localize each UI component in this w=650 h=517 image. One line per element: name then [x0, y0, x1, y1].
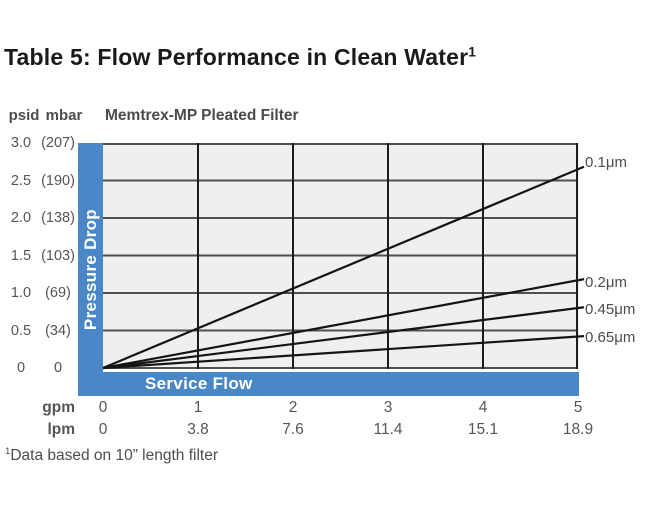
y-tick-mbar: (138)	[41, 210, 75, 226]
service-flow-label: Service Flow	[145, 374, 253, 393]
y-tick-mbar: (69)	[45, 285, 71, 301]
footnote-marker: 1	[5, 446, 11, 457]
series-label-0.2um: 0.2μm	[585, 274, 627, 291]
y-axis-unit-mbar: mbar	[45, 107, 83, 124]
x-tick-lpm: 0	[98, 421, 108, 438]
series-label-0.1um: 0.1μm	[585, 154, 627, 171]
series-line-0.65um	[102, 335, 585, 370]
x-tick-gpm: 2	[288, 399, 298, 416]
pressure-drop-band: Pressure Drop	[78, 143, 103, 396]
page-title: Table 5: Flow Performance in Clean Water…	[4, 44, 476, 71]
x-tick-gpm: 5	[573, 399, 583, 416]
y-tick-psid: 2.5	[10, 173, 32, 189]
y-tick-psid: 1.5	[10, 248, 32, 264]
y-tick-row: 1.0 (69)	[0, 284, 84, 302]
y-tick-row: 2.0 (138)	[0, 209, 84, 227]
x-tick-gpm: 3	[383, 399, 393, 416]
x-axis-unit-gpm: gpm	[42, 399, 75, 416]
y-tick-row: 0 0	[0, 359, 84, 377]
x-tick-gpm: 4	[478, 399, 488, 416]
x-tick-gpm: 1	[193, 399, 203, 416]
y-tick-psid: 1.0	[10, 285, 32, 301]
x-tick-lpm: 15.1	[467, 421, 499, 438]
x-tick-lpm: 18.9	[562, 421, 594, 438]
y-tick-mbar: (190)	[41, 173, 75, 189]
x-tick-lpm: 7.6	[282, 421, 304, 438]
y-tick-psid: 3.0	[10, 135, 32, 151]
x-tick-lpm: 3.8	[187, 421, 209, 438]
y-tick-psid: 2.0	[10, 210, 32, 226]
y-tick-row: 0.5 (34)	[0, 322, 84, 340]
series-line-0.2um	[102, 278, 585, 370]
x-tick-lpm: 11.4	[373, 421, 403, 438]
footnote: 1Data based on 10” length filter	[5, 446, 218, 465]
y-tick-mbar: 0	[53, 360, 63, 376]
x-tick-gpm: 0	[98, 399, 108, 416]
x-axis-unit-lpm: lpm	[47, 421, 75, 438]
y-tick-row: 2.5 (190)	[0, 172, 84, 190]
service-flow-band: Service Flow	[103, 372, 579, 396]
y-tick-mbar: (207)	[41, 135, 75, 151]
footnote-text: Data based on 10” length filter	[10, 447, 219, 465]
series-line-0.45um	[102, 306, 585, 370]
plot-area	[102, 143, 585, 370]
y-tick-psid: 0	[16, 360, 26, 376]
series-label-0.65um: 0.65μm	[585, 329, 636, 346]
title-footnote-marker: 1	[468, 44, 477, 60]
series-line-0.1um	[102, 165, 585, 370]
y-axis-unit-psid: psid	[8, 107, 40, 124]
series-label-0.45um: 0.45μm	[585, 301, 636, 318]
y-tick-mbar: (103)	[41, 248, 75, 264]
y-tick-row: 1.5 (103)	[0, 247, 84, 265]
chart-subtitle: Memtrex-MP Pleated Filter	[105, 107, 299, 124]
y-tick-row: 3.0 (207)	[0, 134, 84, 152]
y-tick-mbar: (34)	[45, 323, 71, 339]
pressure-drop-label: Pressure Drop	[80, 208, 100, 331]
y-tick-psid: 0.5	[10, 323, 32, 339]
page-title-text: Table 5: Flow Performance in Clean Water	[4, 44, 469, 70]
